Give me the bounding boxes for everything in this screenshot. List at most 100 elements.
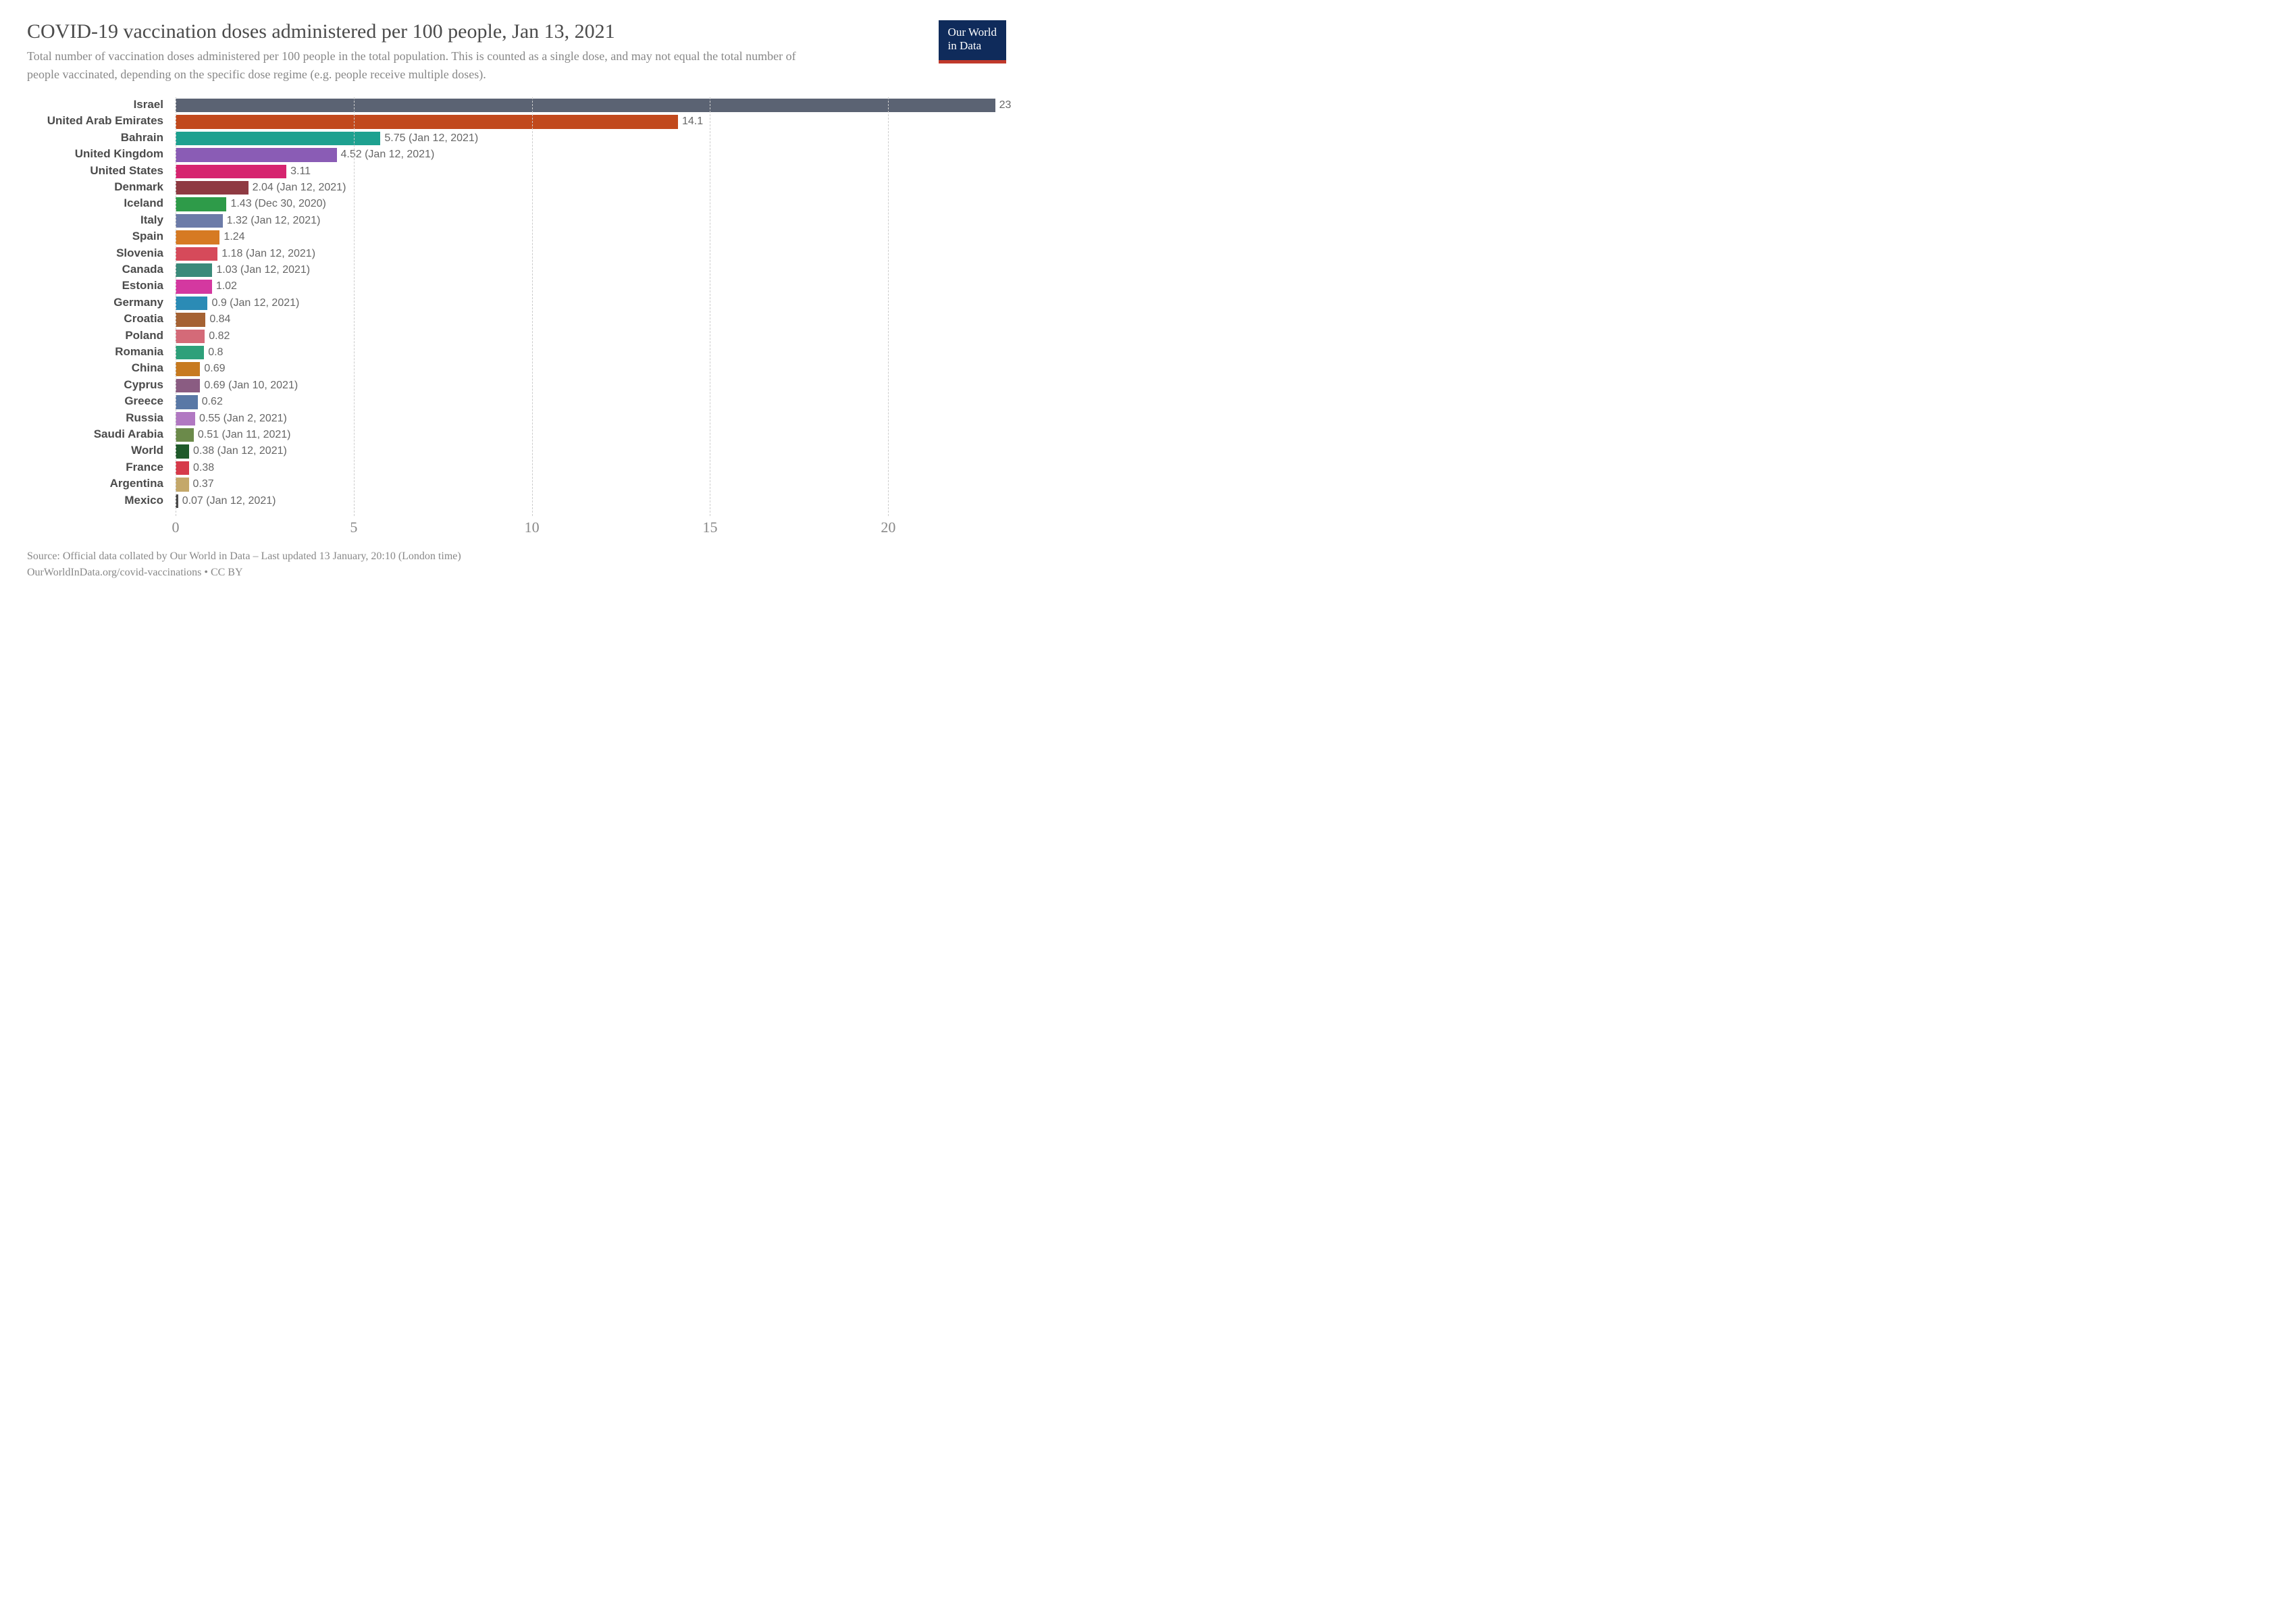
value-label: 1.24 <box>219 229 244 245</box>
country-label: United Arab Emirates <box>20 113 169 128</box>
x-tick-label: 0 <box>172 519 180 536</box>
country-label: Estonia <box>20 278 169 293</box>
plot-region: Israel23United Arab Emirates14.1Bahrain5… <box>176 97 1013 536</box>
bar-row: Bahrain5.75 (Jan 12, 2021) <box>176 130 1013 147</box>
bar <box>176 330 205 343</box>
value-label: 0.82 <box>205 328 230 344</box>
bar-row: Romania0.8 <box>176 344 1013 361</box>
bar <box>176 263 212 277</box>
value-label: 1.03 (Jan 12, 2021) <box>212 262 310 278</box>
bar-row: Iceland1.43 (Dec 30, 2020) <box>176 196 1013 212</box>
bar-row: Germany0.9 (Jan 12, 2021) <box>176 295 1013 311</box>
value-label: 3.11 <box>286 163 311 180</box>
value-label: 0.37 <box>189 476 214 492</box>
bar <box>176 230 219 244</box>
gridline <box>354 97 355 516</box>
bar-row: Croatia0.84 <box>176 311 1013 328</box>
bar-row: Estonia1.02 <box>176 278 1013 294</box>
value-label: 0.84 <box>205 311 230 328</box>
bar-row: Spain1.24 <box>176 229 1013 245</box>
bar-row: Greece0.62 <box>176 394 1013 410</box>
country-label: Iceland <box>20 196 169 211</box>
value-label: 0.69 (Jan 10, 2021) <box>200 378 298 394</box>
country-label: Canada <box>20 262 169 277</box>
value-label: 1.18 (Jan 12, 2021) <box>217 246 315 262</box>
bar <box>176 197 226 211</box>
country-label: China <box>20 361 169 376</box>
attribution-line: OurWorldInData.org/covid-vaccinations • … <box>27 565 1006 581</box>
country-label: Italy <box>20 213 169 228</box>
value-label: 0.9 (Jan 12, 2021) <box>207 295 299 311</box>
bar-row: United States3.11 <box>176 163 1013 180</box>
bar-row: Mexico0.07 (Jan 12, 2021) <box>176 493 1013 509</box>
bar-row: United Arab Emirates14.1 <box>176 113 1013 130</box>
value-label: 1.32 (Jan 12, 2021) <box>223 213 321 229</box>
chart-header: COVID-19 vaccination doses administered … <box>27 20 1006 84</box>
logo-line1: Our World <box>948 26 997 39</box>
bar <box>176 247 217 261</box>
bar-row: Canada1.03 (Jan 12, 2021) <box>176 262 1013 278</box>
country-label: Denmark <box>20 180 169 195</box>
value-label: 1.02 <box>212 278 237 294</box>
gridline <box>888 97 889 516</box>
owid-logo: Our World in Data <box>939 20 1006 63</box>
bar <box>176 412 195 426</box>
bar <box>176 395 198 409</box>
value-label: 2.04 (Jan 12, 2021) <box>249 180 346 196</box>
bar-row: Poland0.82 <box>176 328 1013 344</box>
country-label: Romania <box>20 344 169 359</box>
country-label: Slovenia <box>20 246 169 261</box>
bar <box>176 346 204 359</box>
chart-subtitle: Total number of vaccination doses admini… <box>27 47 824 84</box>
chart-area: Israel23United Arab Emirates14.1Bahrain5… <box>27 97 1006 536</box>
value-label: 0.69 <box>200 361 225 377</box>
country-label: Germany <box>20 295 169 310</box>
bar-row: United Kingdom4.52 (Jan 12, 2021) <box>176 147 1013 163</box>
country-label: Bahrain <box>20 130 169 145</box>
bar-row: Russia0.55 (Jan 2, 2021) <box>176 411 1013 427</box>
value-label: 0.38 <box>189 460 214 476</box>
value-label: 0.62 <box>198 394 223 410</box>
country-label: Croatia <box>20 311 169 326</box>
x-tick-label: 10 <box>525 519 540 536</box>
x-tick-label: 20 <box>881 519 895 536</box>
bar <box>176 297 207 310</box>
value-label: 0.55 (Jan 2, 2021) <box>195 411 287 427</box>
bar <box>176 165 286 178</box>
chart-title: COVID-19 vaccination doses administered … <box>27 20 1006 43</box>
value-label: 4.52 (Jan 12, 2021) <box>337 147 435 163</box>
country-label: Greece <box>20 394 169 409</box>
value-label: 23 <box>995 97 1012 113</box>
bar-row: Argentina0.37 <box>176 476 1013 492</box>
country-label: Russia <box>20 411 169 426</box>
country-label: Israel <box>20 97 169 112</box>
value-label: 14.1 <box>678 113 703 130</box>
value-label: 0.07 (Jan 12, 2021) <box>178 493 276 509</box>
bar <box>176 99 995 112</box>
country-label: Mexico <box>20 493 169 508</box>
bar <box>176 132 380 145</box>
bar-row: Saudi Arabia0.51 (Jan 11, 2021) <box>176 427 1013 443</box>
bar <box>176 115 678 128</box>
bar <box>176 148 337 161</box>
logo-line2: in Data <box>948 39 997 53</box>
bar <box>176 461 189 475</box>
bar-row: France0.38 <box>176 460 1013 476</box>
source-line: Source: Official data collated by Our Wo… <box>27 548 1006 565</box>
bar-row: Italy1.32 (Jan 12, 2021) <box>176 213 1013 229</box>
country-label: United Kingdom <box>20 147 169 161</box>
value-label: 0.38 (Jan 12, 2021) <box>189 443 287 459</box>
country-label: Argentina <box>20 476 169 491</box>
country-label: France <box>20 460 169 475</box>
country-label: United States <box>20 163 169 178</box>
bar <box>176 428 194 442</box>
bar-row: World0.38 (Jan 12, 2021) <box>176 443 1013 459</box>
country-label: Poland <box>20 328 169 343</box>
bar <box>176 181 249 195</box>
country-label: Cyprus <box>20 378 169 392</box>
value-label: 5.75 (Jan 12, 2021) <box>380 130 478 147</box>
x-tick-label: 15 <box>702 519 717 536</box>
bar <box>176 362 200 376</box>
country-label: Saudi Arabia <box>20 427 169 442</box>
bar-row: Cyprus0.69 (Jan 10, 2021) <box>176 378 1013 394</box>
